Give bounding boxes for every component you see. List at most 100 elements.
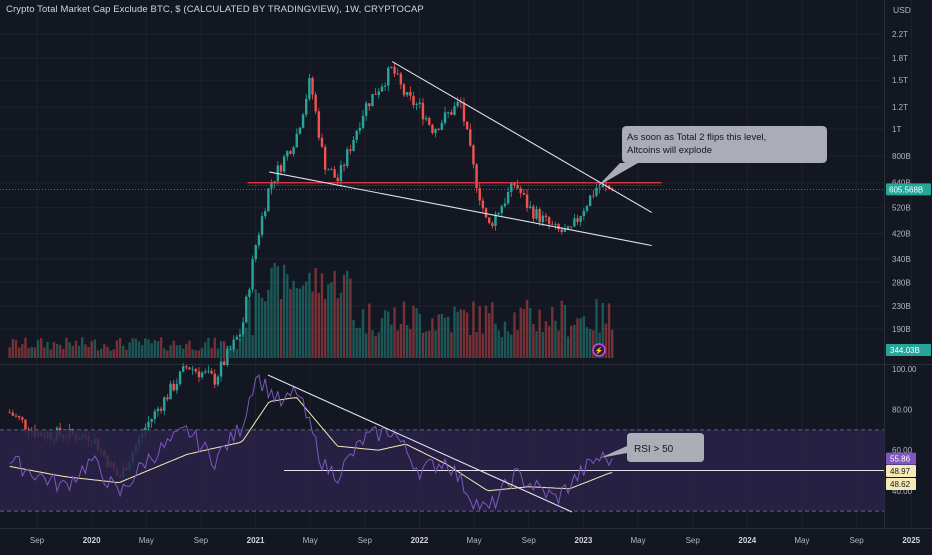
alert-icon [592,343,606,357]
candle-body [301,114,305,128]
candle-body [516,184,519,189]
volume-bar [535,331,538,358]
candle-body [513,182,516,185]
volume-bar [431,318,434,358]
candle-body [409,91,412,96]
time-tick-label: May [630,536,645,545]
candle-body [598,187,601,189]
price-tick-label: 1.2T [892,103,908,112]
time-tick-label: Sep [849,536,864,545]
candle-body [150,418,153,422]
candle-body [519,188,522,193]
volume-bar [475,331,478,358]
volume-bar [532,324,535,358]
time-tick-label: Sep [194,536,209,545]
volume-bar [529,307,532,358]
rsi-ma-badge-2 [886,478,916,490]
volume-bar [380,318,384,358]
volume-bar [84,344,87,358]
volume-bar [260,297,264,358]
volume-bar [311,291,314,358]
volume-bar [112,349,115,358]
candle-body [380,86,384,92]
volume-bar [178,345,182,358]
candle-body [232,339,235,350]
volume-bar [607,303,611,358]
alert-bolt-icon: ⚡ [595,346,604,355]
volume-bar [323,298,327,358]
volume-bar [185,343,188,358]
candle-body [147,421,150,428]
volume-bar [453,306,456,358]
volume-bar [150,343,153,358]
volume-bar [506,331,510,358]
volume-bar [248,299,251,358]
time-tick-label: May [303,536,318,545]
candle-body [566,226,570,230]
candle-body [402,84,406,96]
volume-bar [450,332,453,358]
volume-bar [216,348,220,358]
volume-badge-text: 344.03B [890,346,920,355]
volume-bar [55,344,59,358]
candle-body [585,206,589,211]
candle-body [481,200,485,209]
volume-bar [87,347,90,358]
volume-bar [541,332,545,358]
volume-bar [96,350,100,358]
rsi-ma-line [9,397,613,492]
volume-bar [166,350,169,358]
volume-bar [330,282,333,358]
volume-bar [68,342,71,358]
volume-bar [238,338,242,358]
volume-bar [21,344,24,358]
volume-bar [437,314,440,358]
volume-bar [156,340,160,358]
rsi-tick-label: 60.00 [892,446,913,455]
candle-body [377,91,380,95]
current-price-badge [886,183,931,196]
candle-body [311,77,314,95]
time-tick-label: 2020 [83,536,101,545]
volume-bar [254,289,257,358]
rsi-tick-label: 100.00 [892,365,917,374]
price-tick-label: 340B [892,255,911,264]
volume-bar [566,336,570,358]
candle-body [428,118,431,125]
candle-body [412,95,415,106]
rsi-ma-text: 48.97 [890,467,911,476]
candle-body [487,217,491,224]
candle-body [314,94,317,112]
candle-body [431,124,434,133]
candle-body [305,98,308,115]
volume-bar [396,330,399,358]
candle-body [582,210,586,217]
volume-badge [886,344,931,356]
volume-bar [77,345,81,358]
volume-bar [197,350,201,358]
volume-bar [235,348,239,358]
candle-body [327,169,330,171]
volume-bar [465,312,469,358]
volume-bar [99,348,103,358]
volume-bars [8,263,614,358]
candle-body [503,203,507,207]
current-price-text: 605.568B [889,185,923,194]
price-tick-label: 800B [892,152,911,161]
volume-bar [169,345,172,358]
volume-bar [402,301,406,358]
price-tick-label: 1T [892,125,901,134]
time-tick-label: 2025 [902,536,920,545]
volume-bar [282,264,286,358]
candle-body [320,137,324,147]
callout-main [598,126,827,186]
candle-body [547,217,551,224]
volume-bar [349,278,352,358]
volume-bar [36,340,40,358]
volume-bar [27,348,30,358]
volume-bar [371,330,374,358]
volume-bar [14,340,18,358]
time-tick-label: Sep [30,536,45,545]
candle-body [595,187,598,196]
candle-body [8,412,11,414]
